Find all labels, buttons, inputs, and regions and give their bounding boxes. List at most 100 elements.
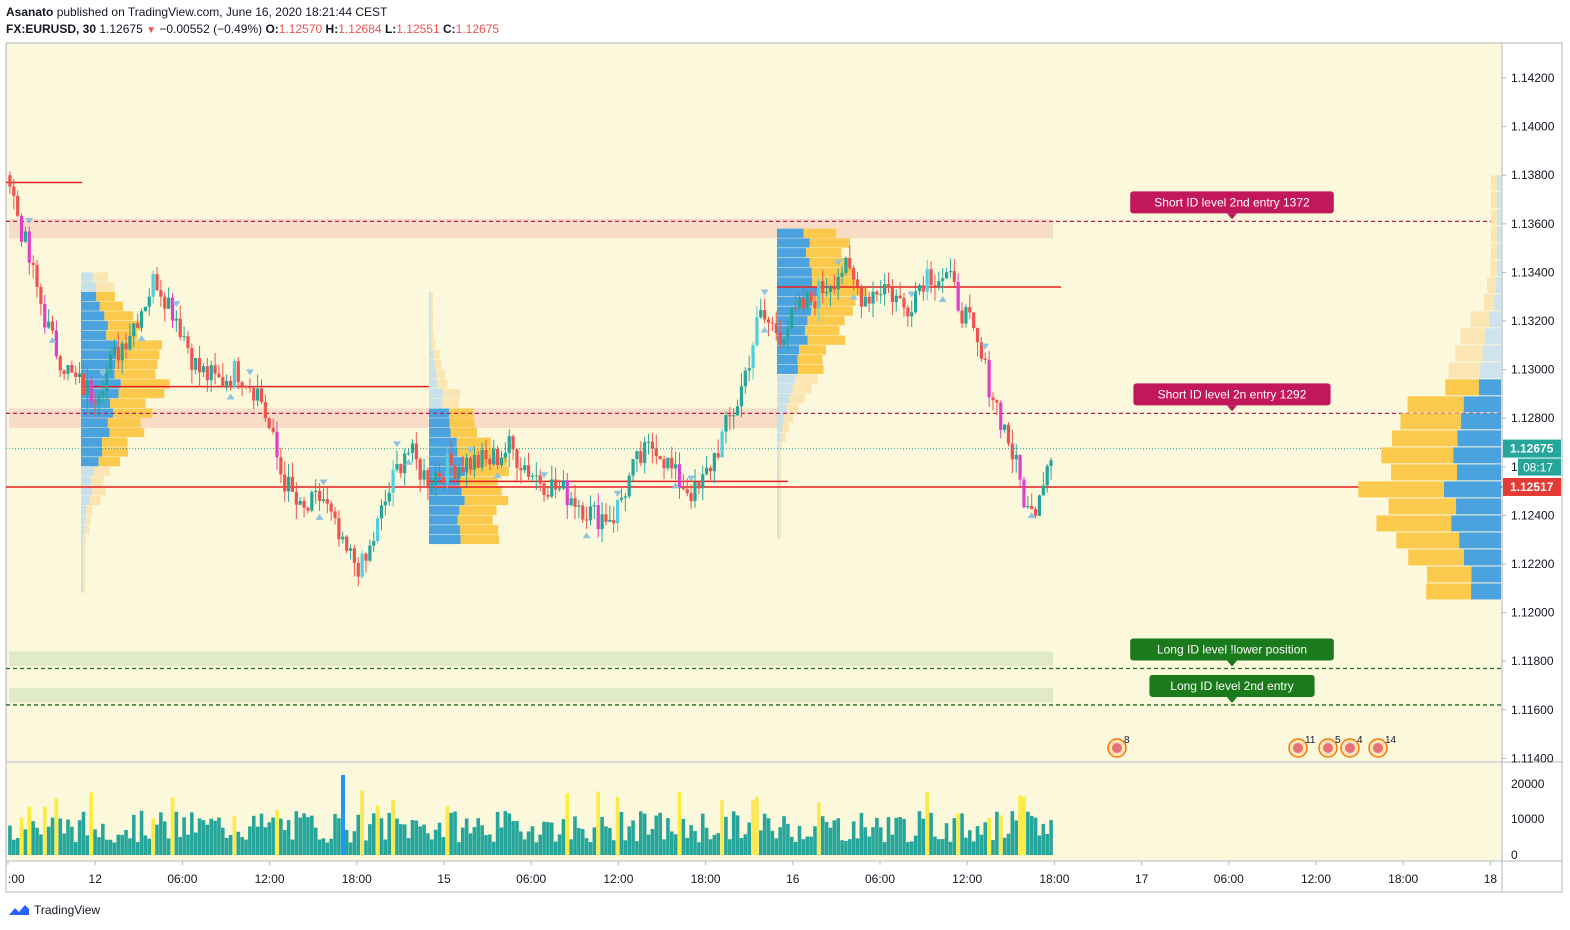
price-tick-label: 1.12000 (1511, 606, 1555, 620)
candle-body (379, 505, 384, 519)
volume-bar (805, 836, 810, 855)
profile-2-sell (778, 491, 781, 501)
profile-2-sell (812, 277, 856, 287)
volume-bar (921, 818, 926, 855)
volume-bar (120, 834, 124, 855)
symbol-label[interactable]: FX:EURUSD, 30 (6, 22, 97, 36)
profile-0-sell (86, 505, 93, 515)
candle-body (457, 467, 461, 479)
price-axis[interactable]: 1.14200 1.14000 1.13800 1.13600 1.13400 1.132… (1502, 71, 1561, 765)
profile-2-buy (777, 452, 779, 462)
volume-bar (286, 820, 291, 855)
volume-bar (488, 834, 492, 855)
economic-events-layer: 8 11 5 4 14 (1107, 735, 1397, 758)
time-axis[interactable]: :00 12 06:00 12:00 18:00 15 06:00 12:00 18:00 16 0… (7, 861, 1497, 886)
volume-axis[interactable]: 20000 10000 0 (1511, 777, 1545, 862)
poc-price-badge (1503, 477, 1561, 496)
candle-body (271, 428, 275, 432)
candle-body (410, 443, 415, 453)
candle-body (263, 402, 267, 419)
zone-long-2 (9, 651, 1053, 667)
candle-body (972, 312, 976, 329)
candle-body (824, 291, 829, 294)
author-name[interactable]: Asanato (6, 5, 54, 19)
session-profile-buy (1497, 243, 1501, 260)
candle-body (766, 319, 771, 323)
profile-1-buy (429, 369, 437, 379)
volume-bar (697, 842, 701, 855)
profile-0-buy (81, 544, 83, 554)
buy-signal-icon (137, 335, 146, 342)
profile-2-sell (778, 471, 781, 481)
volume-bar (960, 813, 964, 855)
profile-0-buy (81, 340, 118, 350)
session-profile-sell (1381, 447, 1454, 464)
profile-2-sell (807, 316, 845, 326)
current-price-text: 1.12675 (1510, 442, 1554, 456)
volume-bar (925, 791, 930, 855)
session-profile-buy (1451, 515, 1501, 532)
profile-2-sell (797, 364, 824, 374)
volume-bar-highlight (341, 775, 345, 855)
candle-body (197, 357, 202, 373)
candle-body (294, 491, 298, 505)
session-profile-sell (1392, 430, 1458, 447)
candle-body (774, 323, 778, 334)
profile-1-sell (449, 418, 475, 428)
volume-bar (580, 829, 585, 855)
volume-bar (774, 838, 779, 855)
volume-bar (495, 811, 500, 855)
volume-bar (371, 813, 376, 855)
volume-bar (967, 830, 972, 855)
candle-body (790, 307, 794, 328)
volume-bar (739, 838, 744, 855)
profile-1-buy (429, 447, 458, 457)
volume-bar (1002, 837, 1007, 855)
volume-bar (627, 826, 631, 855)
candle-body (778, 333, 782, 346)
candle-body (480, 450, 484, 468)
profile-1-sell (460, 534, 500, 545)
level-label-pointer-1 (1227, 405, 1237, 412)
candle-body (209, 365, 213, 381)
candle-body (534, 475, 538, 477)
candle-body (960, 310, 964, 324)
volume-bar (1029, 816, 1034, 855)
volume-bar (449, 812, 453, 855)
volume-bar (42, 806, 47, 855)
profile-1-sell (459, 505, 497, 515)
candle-body (170, 297, 175, 321)
profile-1-buy (429, 427, 451, 438)
candle-body (627, 475, 631, 497)
volume-bar (929, 812, 933, 855)
profile-0-sell (116, 350, 160, 360)
candle-body (693, 481, 697, 502)
volume-bar (73, 842, 78, 855)
volume-bar (538, 834, 542, 855)
session-volume-profile (1358, 175, 1501, 600)
candles-layer[interactable] (8, 171, 1053, 587)
volume-bar (623, 840, 628, 855)
buy-signal-icon (315, 513, 324, 520)
volume-bar (546, 822, 550, 855)
chart-canvas[interactable]: Short ID level 2nd entry 1372 Short ID le… (0, 0, 1570, 900)
volume-bar (85, 835, 90, 855)
candle-body (1022, 479, 1026, 508)
profile-0-buy (81, 321, 108, 331)
candle-body (19, 215, 24, 242)
candle-body (461, 467, 465, 473)
volume-bar (979, 834, 984, 855)
volume-bar (116, 834, 121, 855)
event-count: 8 (1124, 735, 1130, 746)
countdown-text: 08:17 (1523, 461, 1553, 475)
countdown-badge (1518, 458, 1561, 476)
profile-2-sell (792, 384, 812, 394)
level-label-text-2: Long ID level !lower position (1157, 642, 1307, 656)
profile-0-sell (83, 534, 86, 545)
volume-bar (472, 827, 477, 855)
volume-bar (251, 815, 256, 855)
volume-bar (867, 836, 871, 855)
volume-bar (944, 823, 949, 855)
footer-brand[interactable]: TradingView (8, 903, 100, 917)
candle-body (588, 506, 593, 521)
